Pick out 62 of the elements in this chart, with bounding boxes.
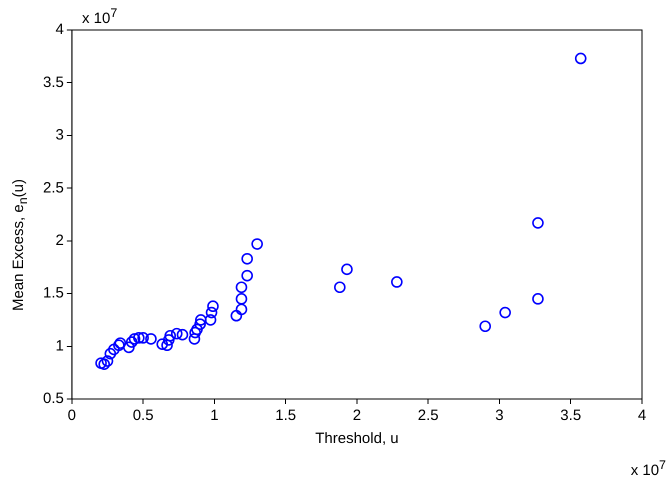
point [251, 238, 263, 250]
point [137, 332, 149, 344]
text: x 10$^{7}$ [82, 6, 118, 27]
point [391, 276, 403, 288]
x-axis-title: Threshold, u [315, 430, 399, 448]
point [114, 337, 126, 349]
point [145, 333, 157, 345]
point [126, 336, 138, 348]
point [532, 217, 544, 229]
point [162, 334, 175, 346]
point [236, 304, 248, 316]
point [479, 320, 492, 332]
y-tick-label: 4 [56, 21, 64, 38]
point [95, 357, 107, 369]
point [188, 333, 200, 345]
point [341, 264, 353, 276]
point [170, 328, 183, 340]
point [108, 344, 120, 356]
point [104, 348, 116, 360]
x-tick-label: 3.5 [560, 407, 582, 424]
point [133, 332, 145, 344]
point [230, 310, 242, 322]
x-tick-label: 2 [352, 407, 362, 424]
point [532, 293, 544, 305]
point [164, 330, 176, 342]
y-tick-label: 1.5 [42, 284, 64, 302]
point [195, 314, 207, 326]
point [191, 324, 203, 336]
point [161, 339, 173, 352]
point [128, 333, 140, 345]
point [236, 293, 248, 305]
point [206, 306, 218, 318]
x-tick-label: 0 [68, 407, 76, 424]
point [189, 326, 201, 338]
point [194, 318, 206, 330]
text: x 10$^{7}$ [630, 458, 666, 479]
point [204, 314, 216, 326]
x-tick-label: 2.5 [418, 407, 439, 424]
x-tick-label: 3 [495, 407, 504, 424]
point [98, 358, 110, 370]
point [499, 306, 511, 318]
x-tick-label: 4 [638, 407, 646, 424]
y-tick-label: 2.5 [42, 179, 64, 196]
y-tick-label: 1 [56, 337, 64, 354]
x-tick-label: 0.5 [132, 407, 154, 424]
point [102, 355, 114, 367]
y-tick-label: 0.5 [42, 390, 64, 408]
x-tick-label: 1 [210, 407, 219, 424]
point [241, 252, 253, 265]
point [176, 328, 188, 340]
point [113, 339, 125, 352]
y-tick-label: 3 [56, 126, 64, 144]
y-tick-label: 3.5 [42, 74, 64, 91]
point [334, 281, 346, 294]
x-tick-label: 1.5 [275, 407, 296, 424]
point [207, 300, 219, 312]
point [574, 52, 587, 64]
point [156, 338, 168, 350]
point [236, 281, 248, 294]
point [123, 342, 135, 354]
y-tick-label: 2 [56, 232, 64, 249]
point [241, 270, 253, 282]
